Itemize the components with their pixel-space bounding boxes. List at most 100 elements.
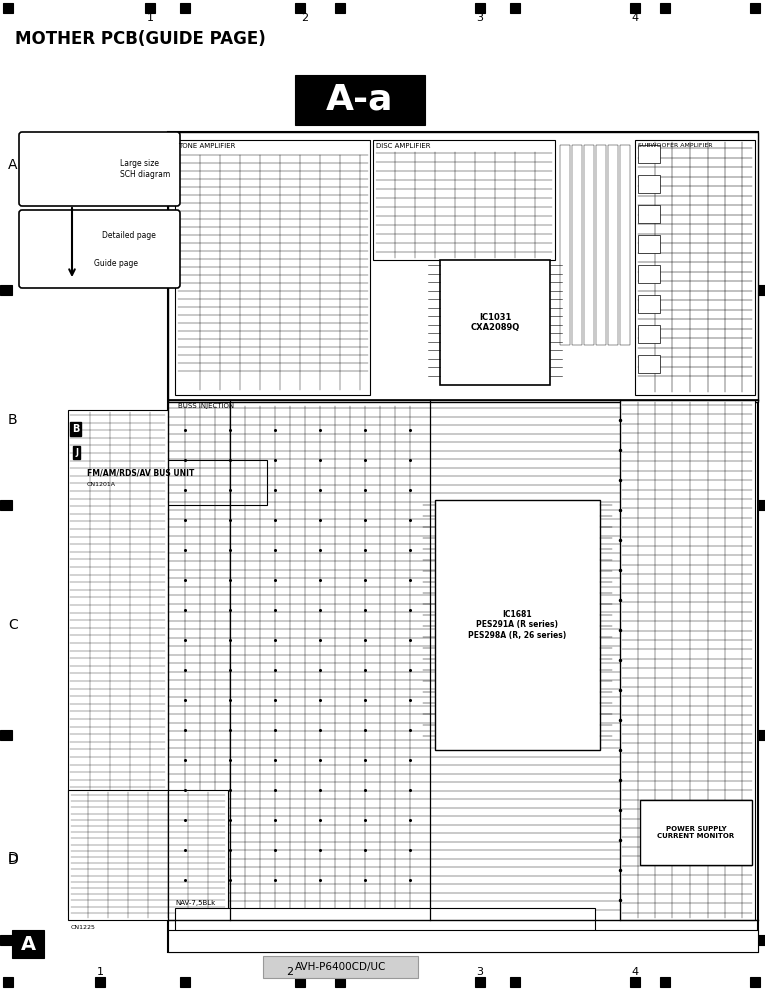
Text: C: C — [8, 618, 18, 632]
Bar — [435, 500, 600, 750]
Bar — [0, 935, 12, 945]
Bar — [175, 908, 595, 938]
Bar — [72, 151, 100, 179]
Bar — [620, 400, 755, 920]
Text: 3: 3 — [477, 13, 483, 23]
Bar — [572, 145, 582, 345]
Bar — [753, 500, 765, 510]
Bar — [3, 3, 13, 13]
Text: B: B — [72, 424, 80, 434]
Bar — [95, 977, 105, 987]
Text: 1: 1 — [96, 967, 103, 977]
Bar — [638, 295, 660, 313]
Text: J: J — [75, 448, 78, 457]
Text: A-a: A-a — [326, 83, 394, 117]
FancyBboxPatch shape — [19, 132, 180, 206]
Bar — [32, 255, 54, 273]
Text: BUSS INJECTION: BUSS INJECTION — [178, 403, 234, 409]
Text: FM/AM/RDS/AV BUS UNIT: FM/AM/RDS/AV BUS UNIT — [87, 468, 194, 477]
Text: CN1225: CN1225 — [71, 925, 96, 930]
Bar — [68, 410, 168, 910]
Text: IC1031
CXA2089Q: IC1031 CXA2089Q — [470, 313, 519, 333]
Bar — [373, 140, 555, 260]
Bar — [753, 730, 765, 740]
Bar — [335, 3, 345, 13]
Bar — [638, 355, 660, 373]
Bar — [168, 132, 758, 952]
Bar — [630, 3, 640, 13]
FancyBboxPatch shape — [19, 210, 180, 288]
Bar — [3, 977, 13, 987]
Bar — [510, 977, 520, 987]
Bar — [0, 500, 12, 510]
Bar — [30, 223, 56, 249]
Bar — [475, 3, 485, 13]
Text: Guide page: Guide page — [94, 259, 138, 268]
Bar — [638, 325, 660, 343]
Bar — [263, 956, 418, 978]
Bar — [638, 145, 660, 163]
Bar — [295, 3, 305, 13]
Bar — [168, 132, 758, 402]
Bar — [753, 285, 765, 295]
Bar — [68, 790, 228, 920]
Bar — [635, 140, 755, 395]
Text: 2: 2 — [286, 967, 294, 977]
Text: IC1681
PES291A (R series)
PES298A (R, 26 series): IC1681 PES291A (R series) PES298A (R, 26… — [468, 610, 567, 640]
Bar — [638, 265, 660, 283]
Text: A: A — [8, 158, 18, 172]
Text: 2: 2 — [301, 13, 308, 23]
Bar — [168, 930, 758, 952]
Bar — [180, 977, 190, 987]
Bar — [638, 205, 660, 223]
Bar — [145, 3, 155, 13]
Text: 4: 4 — [631, 13, 639, 23]
Bar — [28, 143, 113, 191]
Bar — [750, 3, 760, 13]
Text: D: D — [8, 851, 19, 865]
Bar — [584, 145, 594, 345]
Bar — [295, 75, 425, 125]
Text: A: A — [21, 935, 35, 953]
Bar — [295, 977, 305, 987]
Bar — [620, 145, 630, 345]
Bar — [60, 255, 82, 273]
Text: 4: 4 — [631, 967, 639, 977]
Bar — [67, 223, 93, 249]
Bar — [638, 175, 660, 193]
Bar — [34, 151, 62, 179]
Text: CN1201A: CN1201A — [87, 482, 116, 487]
Bar — [560, 145, 570, 345]
Text: 3: 3 — [477, 967, 483, 977]
Text: Detailed page: Detailed page — [102, 232, 156, 241]
Bar — [750, 977, 760, 987]
Bar — [640, 800, 752, 865]
Text: DISC AMPLIFIER: DISC AMPLIFIER — [376, 143, 431, 149]
Bar — [440, 260, 550, 385]
Bar — [660, 3, 670, 13]
Bar — [630, 977, 640, 987]
Text: D: D — [8, 853, 19, 867]
Text: B: B — [8, 413, 18, 427]
Bar — [753, 935, 765, 945]
Text: AVH-P6400CD/UC: AVH-P6400CD/UC — [295, 962, 386, 972]
Bar — [475, 977, 485, 987]
Bar — [0, 285, 12, 295]
Bar — [335, 977, 345, 987]
Bar — [0, 730, 12, 740]
Bar — [596, 145, 606, 345]
Text: 1: 1 — [147, 13, 154, 23]
Text: MOTHER PCB(GUIDE PAGE): MOTHER PCB(GUIDE PAGE) — [15, 30, 265, 48]
Text: TONE AMPLIFIER: TONE AMPLIFIER — [178, 143, 236, 149]
Bar — [82, 460, 267, 505]
Bar — [660, 977, 670, 987]
Bar — [12, 930, 44, 958]
Bar — [175, 140, 370, 395]
Text: Large size
SCH diagram: Large size SCH diagram — [120, 159, 171, 179]
Text: POWER SUPPLY
CURRENT MONITOR: POWER SUPPLY CURRENT MONITOR — [657, 826, 734, 839]
Text: SUBWOOFER AMPLIFIER: SUBWOOFER AMPLIFIER — [638, 143, 712, 148]
Bar — [638, 235, 660, 253]
Bar — [510, 3, 520, 13]
Bar — [180, 3, 190, 13]
Text: NAV-7,5BLk: NAV-7,5BLk — [175, 900, 215, 906]
